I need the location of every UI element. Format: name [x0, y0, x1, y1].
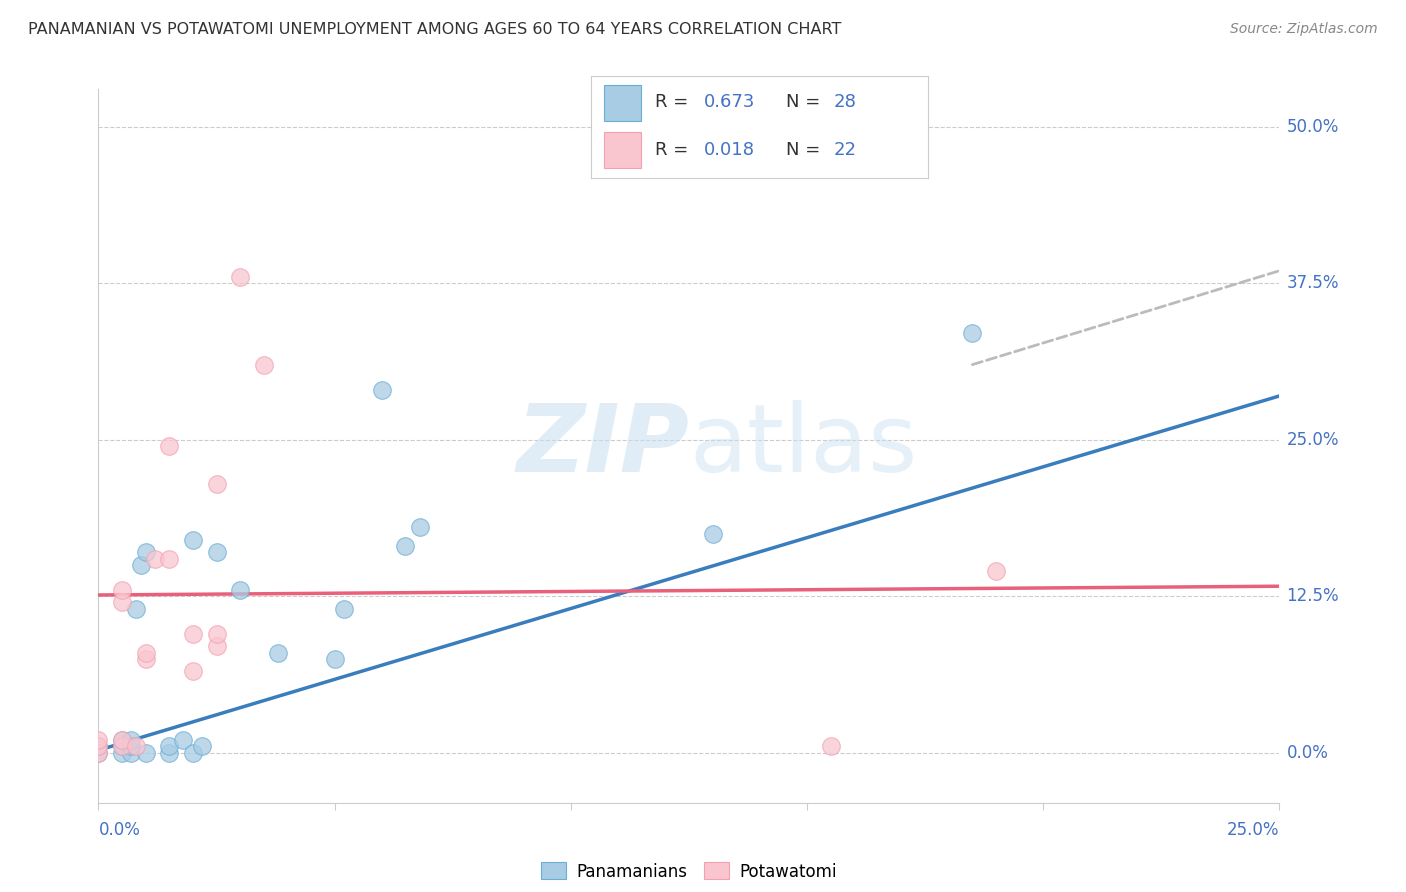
Text: 0.018: 0.018 [703, 141, 755, 159]
Text: 0.673: 0.673 [703, 94, 755, 112]
Point [111, 739, 134, 754]
Text: 0.0%: 0.0% [98, 821, 141, 838]
Bar [605, 132, 641, 168]
Text: 28: 28 [834, 94, 856, 112]
Point [181, 627, 204, 641]
Point [111, 733, 134, 747]
Text: 25.0%: 25.0% [1286, 431, 1339, 449]
Point [962, 326, 984, 341]
Point [87, 733, 110, 747]
Point [229, 582, 252, 597]
Text: atlas: atlas [689, 400, 917, 492]
Point [333, 601, 356, 615]
Point [394, 539, 416, 553]
Point [267, 646, 290, 660]
Point [205, 640, 228, 654]
Text: 22: 22 [834, 141, 856, 159]
Text: 0.0%: 0.0% [1286, 744, 1329, 762]
Bar [605, 85, 641, 121]
Point [111, 595, 134, 609]
Point [135, 545, 157, 559]
Point [125, 739, 148, 754]
Point [181, 746, 204, 760]
Point [984, 564, 1007, 578]
Point [157, 739, 180, 754]
Point [229, 270, 252, 285]
Point [121, 739, 143, 754]
Point [135, 646, 157, 660]
Text: 25.0%: 25.0% [1227, 821, 1279, 838]
Point [87, 739, 110, 754]
Point [157, 746, 180, 760]
Point [172, 733, 194, 747]
Point [181, 533, 204, 547]
Point [87, 746, 110, 760]
Point [135, 652, 157, 666]
Text: R =: R = [655, 94, 693, 112]
Point [205, 476, 228, 491]
Point [205, 545, 228, 559]
Text: 37.5%: 37.5% [1286, 274, 1339, 293]
Point [205, 627, 228, 641]
Point [111, 582, 134, 597]
Point [121, 746, 143, 760]
Point [87, 746, 110, 760]
Legend: Panamanians, Potawatomi: Panamanians, Potawatomi [534, 855, 844, 888]
Text: N =: N = [786, 94, 827, 112]
Point [121, 733, 143, 747]
Point [111, 739, 134, 754]
Point [323, 652, 346, 666]
Point [157, 439, 180, 453]
Text: Source: ZipAtlas.com: Source: ZipAtlas.com [1230, 22, 1378, 37]
Point [371, 383, 394, 397]
Point [191, 739, 214, 754]
Point [181, 665, 204, 679]
Point [125, 601, 148, 615]
Point [702, 526, 724, 541]
Point [111, 733, 134, 747]
Point [157, 551, 180, 566]
Point [408, 520, 430, 534]
Text: PANAMANIAN VS POTAWATOMI UNEMPLOYMENT AMONG AGES 60 TO 64 YEARS CORRELATION CHAR: PANAMANIAN VS POTAWATOMI UNEMPLOYMENT AM… [28, 22, 842, 37]
Text: R =: R = [655, 141, 693, 159]
Text: ZIP: ZIP [516, 400, 689, 492]
Point [253, 358, 276, 372]
Text: N =: N = [786, 141, 827, 159]
Point [820, 739, 842, 754]
Point [111, 746, 134, 760]
Point [129, 558, 152, 572]
Point [135, 746, 157, 760]
Text: 50.0%: 50.0% [1286, 118, 1339, 136]
Text: 12.5%: 12.5% [1286, 587, 1339, 606]
Point [143, 551, 166, 566]
Point [87, 739, 110, 754]
